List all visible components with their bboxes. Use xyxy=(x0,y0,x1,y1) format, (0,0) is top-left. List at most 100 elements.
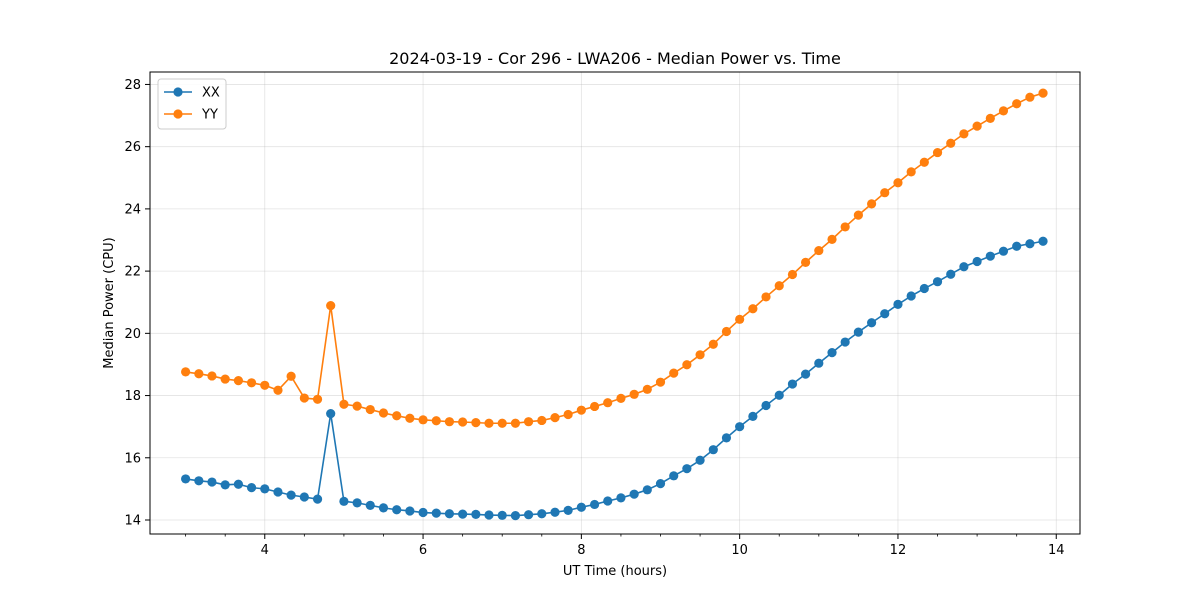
data-point-yy xyxy=(220,374,230,384)
data-point-xx xyxy=(220,480,230,490)
data-point-yy xyxy=(339,399,349,409)
data-point-yy xyxy=(800,257,811,267)
data-point-xx xyxy=(378,503,389,513)
data-point-xx xyxy=(352,498,362,508)
data-point-yy xyxy=(550,413,560,423)
data-point-yy xyxy=(246,378,257,388)
data-point-xx xyxy=(563,505,573,515)
data-point-xx xyxy=(985,251,995,261)
data-point-yy xyxy=(669,368,679,378)
data-point-xx xyxy=(998,246,1009,256)
legend-item-yy: YY xyxy=(164,108,218,123)
data-point-yy xyxy=(576,405,586,415)
data-point-xx xyxy=(748,411,758,421)
x-tick-label: 14 xyxy=(1048,543,1065,558)
x-axis-label: UT Time (hours) xyxy=(563,564,667,579)
data-point-yy xyxy=(708,339,718,349)
data-point-yy xyxy=(589,401,600,412)
data-point-xx xyxy=(919,283,929,294)
data-point-yy xyxy=(484,418,494,428)
data-point-xx xyxy=(365,500,375,510)
x-tick-label: 12 xyxy=(890,543,907,558)
data-point-yy xyxy=(563,409,573,420)
data-point-yy xyxy=(761,292,771,302)
y-tick-label: 18 xyxy=(124,389,141,404)
data-point-yy xyxy=(510,418,521,428)
data-point-xx xyxy=(392,505,402,515)
data-point-xx xyxy=(312,494,323,504)
data-point-yy xyxy=(181,367,191,377)
data-point-xx xyxy=(194,476,204,486)
y-tick-label: 22 xyxy=(124,265,141,280)
data-point-yy xyxy=(365,404,375,415)
data-point-yy xyxy=(378,408,389,418)
data-point-yy xyxy=(814,245,824,256)
data-point-xx xyxy=(484,510,494,520)
data-point-yy xyxy=(286,371,296,381)
data-point-yy xyxy=(523,417,534,427)
data-point-xx xyxy=(840,337,850,347)
data-point-xx xyxy=(932,277,943,287)
data-point-xx xyxy=(735,422,745,432)
data-point-xx xyxy=(431,508,441,518)
data-point-xx xyxy=(721,433,732,443)
data-point-xx xyxy=(260,484,270,494)
data-point-yy xyxy=(458,417,468,427)
data-point-xx xyxy=(867,318,877,328)
data-point-xx xyxy=(471,509,481,519)
data-point-xx xyxy=(286,490,296,500)
legend: XX YY xyxy=(157,78,227,130)
data-point-xx xyxy=(537,509,547,519)
y-tick-label: 16 xyxy=(124,451,141,466)
legend-marker xyxy=(173,87,183,97)
data-point-xx xyxy=(642,485,652,495)
x-tick-label: 6 xyxy=(419,543,427,558)
data-point-yy xyxy=(352,401,362,411)
data-point-yy xyxy=(642,384,652,394)
y-axis-label: Median Power (CPU) xyxy=(102,237,117,368)
data-point-yy xyxy=(867,199,877,209)
grid-layer xyxy=(150,72,1080,534)
plot-frame xyxy=(149,71,1081,535)
data-point-xx xyxy=(523,510,534,520)
data-point-xx xyxy=(497,510,507,520)
data-point-xx xyxy=(576,502,586,512)
x-tick-label: 4 xyxy=(261,543,269,558)
data-point-yy xyxy=(629,389,639,399)
legend-label: XX xyxy=(202,86,220,101)
y-tick-label: 26 xyxy=(124,140,141,155)
data-point-xx xyxy=(814,358,824,368)
data-point-xx xyxy=(273,487,283,497)
x-tick-label: 8 xyxy=(577,543,585,558)
legend-item-xx: XX xyxy=(164,86,220,101)
data-point-xx xyxy=(629,489,639,499)
y-tick-label: 24 xyxy=(124,202,141,217)
data-point-yy xyxy=(787,269,798,280)
data-point-yy xyxy=(721,326,732,337)
series-layer xyxy=(181,88,1048,521)
data-point-yy xyxy=(616,393,626,403)
data-point-xx xyxy=(959,262,969,272)
data-point-xx xyxy=(326,409,336,419)
data-point-yy xyxy=(273,385,283,395)
data-point-yy xyxy=(735,314,745,324)
data-point-yy xyxy=(655,377,666,387)
data-point-yy xyxy=(260,380,270,390)
data-point-xx xyxy=(682,464,692,474)
data-point-yy xyxy=(880,188,890,198)
data-point-xx xyxy=(299,492,309,502)
data-point-yy xyxy=(444,417,455,427)
chart-title: 2024-03-19 - Cor 296 - LWA206 - Median P… xyxy=(389,49,841,68)
data-point-yy xyxy=(919,157,929,167)
data-point-yy xyxy=(695,350,705,360)
series-xx xyxy=(181,236,1048,521)
data-point-yy xyxy=(471,418,481,428)
data-point-yy xyxy=(405,413,415,423)
data-point-yy xyxy=(853,210,863,220)
data-point-yy xyxy=(1012,99,1022,109)
data-point-yy xyxy=(312,394,323,404)
data-point-yy xyxy=(906,167,916,177)
data-point-yy xyxy=(827,234,837,244)
data-point-xx xyxy=(405,506,415,516)
legend-marker xyxy=(173,109,183,119)
